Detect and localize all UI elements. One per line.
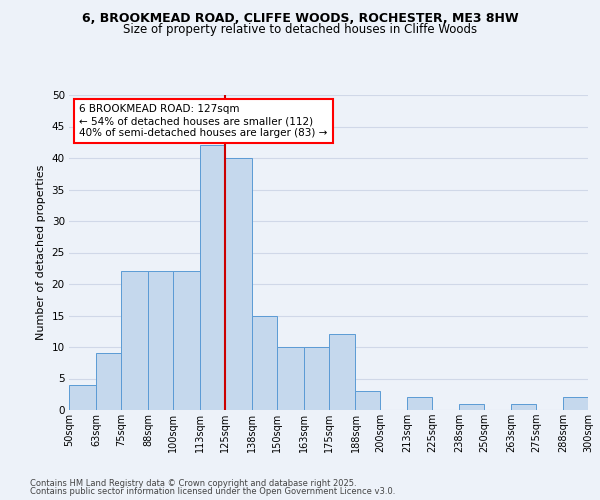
Bar: [277, 347, 304, 410]
Bar: [329, 334, 355, 410]
Bar: [459, 404, 484, 410]
Y-axis label: Number of detached properties: Number of detached properties: [36, 165, 46, 340]
Text: Size of property relative to detached houses in Cliffe Woods: Size of property relative to detached ho…: [123, 22, 477, 36]
Bar: [511, 404, 536, 410]
Bar: [121, 272, 148, 410]
Text: 6 BROOKMEAD ROAD: 127sqm
← 54% of detached houses are smaller (112)
40% of semi-: 6 BROOKMEAD ROAD: 127sqm ← 54% of detach…: [79, 104, 328, 138]
Bar: [69, 385, 96, 410]
Bar: [148, 272, 173, 410]
Bar: [224, 158, 251, 410]
Text: Contains HM Land Registry data © Crown copyright and database right 2025.: Contains HM Land Registry data © Crown c…: [30, 478, 356, 488]
Text: Contains public sector information licensed under the Open Government Licence v3: Contains public sector information licen…: [30, 487, 395, 496]
Bar: [407, 398, 432, 410]
Text: 6, BROOKMEAD ROAD, CLIFFE WOODS, ROCHESTER, ME3 8HW: 6, BROOKMEAD ROAD, CLIFFE WOODS, ROCHEST…: [82, 12, 518, 26]
Bar: [96, 354, 121, 410]
Bar: [355, 391, 380, 410]
Bar: [304, 347, 329, 410]
Bar: [200, 146, 224, 410]
Bar: [251, 316, 277, 410]
Bar: [563, 398, 588, 410]
Bar: [173, 272, 200, 410]
